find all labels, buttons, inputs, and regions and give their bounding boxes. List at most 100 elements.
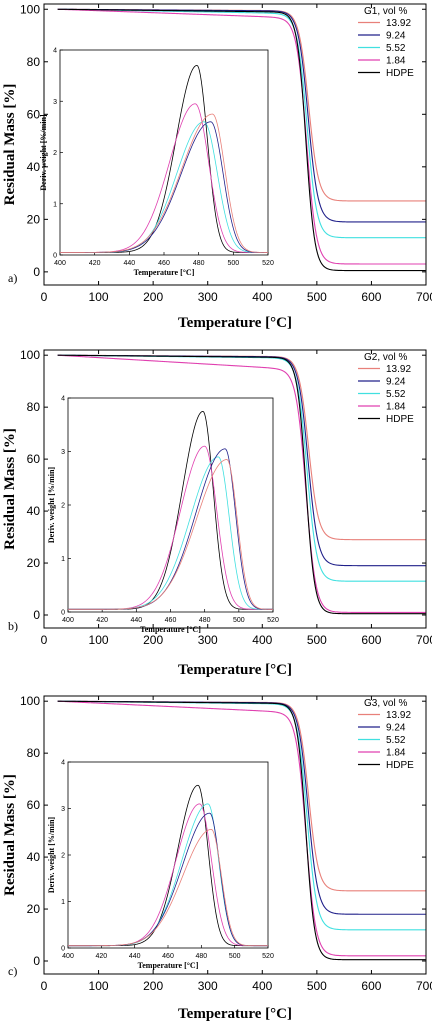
tga-series-line-1.84 (57, 700, 426, 957)
chart-panel-1: 0100200300400500600700020406080100Temper… (2, 2, 432, 331)
legend-title: G1, vol % (364, 6, 407, 17)
legend-entry: 13.92 (386, 18, 411, 29)
x-tick-label: 600 (361, 979, 381, 993)
y-axis-label: Residual Mass [%] (2, 774, 18, 896)
inset-x-axis-label: Temperature [°C] (134, 268, 195, 277)
x-tick-label: 200 (143, 979, 163, 993)
legend-entry: 9.24 (386, 723, 406, 734)
x-tick-label: 300 (198, 979, 218, 993)
inset-x-tick-label: 500 (233, 617, 245, 624)
inset-x-tick-label: 420 (95, 953, 107, 960)
inset-frame (67, 397, 274, 613)
inset-y-tick-label: 2 (61, 503, 65, 510)
y-tick-label: 40 (27, 160, 41, 174)
inset-x-tick-label: 400 (62, 617, 74, 624)
inset-x-tick-label: 500 (227, 260, 239, 267)
inset-y-tick-label: 4 (53, 48, 57, 55)
legend-entry: 5.52 (386, 735, 406, 746)
y-tick-label: 0 (33, 608, 40, 622)
y-tick-label: 20 (27, 556, 41, 570)
inset-frame (67, 761, 269, 949)
y-tick-label: 0 (33, 265, 40, 279)
legend-entry: 1.84 (386, 402, 406, 413)
legend-title: G3, vol % (364, 698, 407, 709)
legend-entry: 13.92 (386, 710, 411, 721)
x-tick-label: 0 (41, 290, 48, 304)
x-tick-label: 500 (307, 979, 327, 993)
x-tick-label: 600 (361, 290, 381, 304)
dtg-series-line-13.92 (68, 829, 268, 947)
inset-x-tick-label: 460 (165, 617, 177, 624)
x-tick-label: 700 (416, 979, 432, 993)
inset-x-axis-label: Temperature [°C] (138, 961, 199, 970)
inset-x-axis-label: Temperature [°C] (140, 625, 201, 634)
y-tick-label: 60 (27, 798, 41, 812)
y-tick-label: 80 (27, 55, 41, 69)
legend-title: G2, vol % (364, 352, 407, 363)
x-tick-label: 700 (416, 633, 432, 647)
chart-panel-3: 0100200300400500600700020406080100Temper… (2, 694, 432, 1022)
inset-x-tick-label: 400 (62, 953, 74, 960)
inset-x-tick-label: 520 (262, 953, 274, 960)
x-tick-label: 400 (252, 290, 272, 304)
panel-label: b) (8, 619, 18, 633)
inset-x-tick-label: 440 (130, 617, 142, 624)
inset-frame (59, 49, 269, 256)
legend-entry: 9.24 (386, 377, 406, 388)
y-tick-label: 40 (27, 850, 41, 864)
panel-label: c) (8, 964, 17, 978)
tga-series-line-1.84 (57, 354, 426, 613)
x-tick-label: 200 (143, 290, 163, 304)
x-tick-label: 400 (252, 979, 272, 993)
inset-chart: 400 420 440 460 480 500 520 0 1 2 3 4 Temperature [°… (47, 396, 279, 635)
inset-y-tick-label: 2 (53, 150, 57, 157)
y-tick-label: 80 (27, 746, 41, 760)
x-tick-label: 100 (89, 633, 109, 647)
x-axis-label: Temperature [°C] (178, 315, 292, 331)
inset-y-tick-label: 1 (61, 899, 65, 906)
inset-y-tick-label: 0 (53, 253, 57, 260)
legend-entry: HDPE (386, 414, 414, 425)
y-tick-label: 0 (33, 954, 40, 968)
y-tick-label: 60 (27, 452, 41, 466)
inset-chart: 400 420 440 460 480 500 520 0 1 2 3 4 Temperature [°… (39, 48, 274, 278)
y-tick-label: 60 (27, 107, 41, 121)
x-tick-label: 400 (252, 633, 272, 647)
y-tick-label: 20 (27, 902, 41, 916)
x-tick-label: 300 (198, 633, 218, 647)
inset-y-axis-label: Deriv. weight [%/min] (47, 817, 56, 894)
y-tick-label: 40 (27, 504, 41, 518)
panel-label: a) (8, 271, 17, 285)
inset-y-tick-label: 4 (61, 396, 65, 403)
legend-entry: HDPE (386, 760, 414, 771)
inset-chart: 400 420 440 460 480 500 520 0 1 2 3 4 Temperature [°… (47, 760, 274, 971)
y-tick-label: 20 (27, 212, 41, 226)
x-tick-label: 700 (416, 290, 432, 304)
x-tick-label: 0 (41, 633, 48, 647)
inset-y-tick-label: 0 (61, 610, 65, 617)
inset-y-tick-label: 3 (53, 99, 57, 106)
inset-y-axis-label: Deriv. weight [%/min] (47, 467, 56, 544)
inset-y-tick-label: 3 (61, 806, 65, 813)
x-tick-label: 0 (41, 979, 48, 993)
tga-series-line-HDPE (57, 354, 426, 615)
tga-series-line-1.84 (57, 8, 426, 265)
inset-y-tick-label: 4 (61, 760, 65, 767)
inset-x-tick-label: 420 (96, 617, 108, 624)
plot-frame (43, 695, 427, 975)
x-tick-label: 300 (198, 290, 218, 304)
inset-x-tick-label: 480 (195, 953, 207, 960)
y-tick-label: 100 (20, 2, 40, 16)
chart-panel-2: 0100200300400500600700020406080100Temper… (2, 348, 432, 678)
y-axis-label: Residual Mass [%] (2, 428, 18, 550)
legend-entry: 1.84 (386, 56, 406, 67)
x-tick-label: 100 (89, 290, 109, 304)
x-axis-label: Temperature [°C] (178, 662, 292, 678)
dtg-series-line-13.92 (68, 459, 273, 610)
x-tick-label: 500 (307, 633, 327, 647)
x-tick-label: 100 (89, 979, 109, 993)
tga-series-line-HDPE (57, 700, 426, 961)
